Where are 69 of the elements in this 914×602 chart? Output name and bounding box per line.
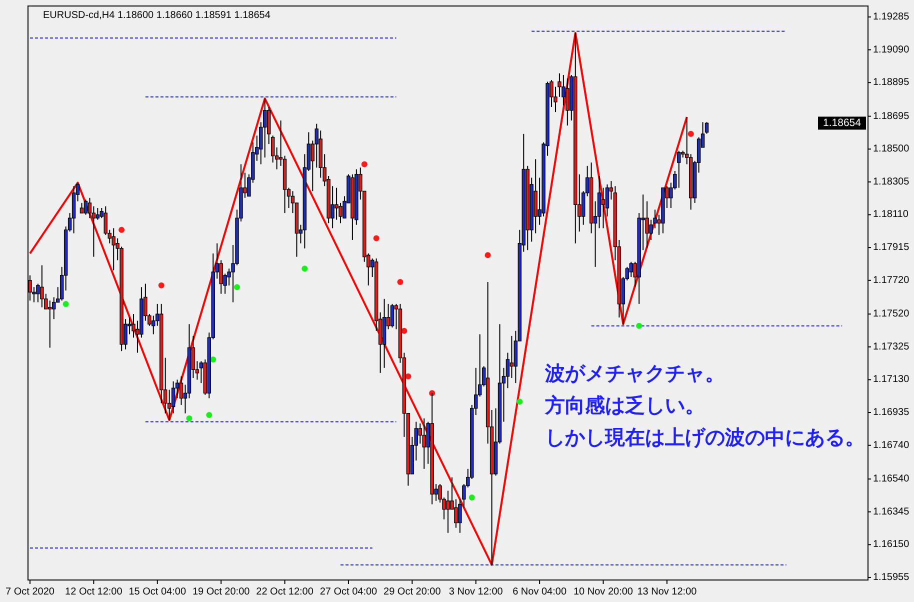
point xyxy=(62,300,69,307)
x-tick-label: 15 Oct 04:00 xyxy=(128,586,186,598)
x-tick-label: 27 Oct 04:00 xyxy=(320,586,378,598)
x-tick-label: 7 Oct 2020 xyxy=(6,586,55,598)
point xyxy=(206,412,212,418)
line-series xyxy=(28,32,688,566)
candlestick xyxy=(454,498,458,528)
annotation: 1.18654 xyxy=(823,117,862,130)
candlestick xyxy=(84,199,88,216)
point xyxy=(234,284,240,290)
candlestick xyxy=(96,207,100,220)
y-tick-label: 1.19090 xyxy=(873,44,910,56)
y-tick-label: 1.16740 xyxy=(873,440,910,451)
candlestick xyxy=(92,206,96,258)
y-tick-label: 1.18695 xyxy=(873,110,910,122)
y-tick-label: 1.16150 xyxy=(873,539,910,550)
candlestick xyxy=(112,228,116,271)
x-tick-label: 19 Oct 20:00 xyxy=(192,586,250,598)
candlestick xyxy=(566,78,570,126)
point xyxy=(361,161,368,168)
point xyxy=(468,494,475,501)
point xyxy=(186,415,192,422)
y-tick-label: 1.18110 xyxy=(873,209,909,220)
y-tick-label: 1.17915 xyxy=(873,242,910,254)
candlestick xyxy=(80,202,84,214)
point xyxy=(397,279,404,286)
y-tick-label: 1.19285 xyxy=(873,11,910,22)
y-tick-label: 1.17130 xyxy=(873,374,910,386)
candlestick xyxy=(510,335,514,379)
candlestick xyxy=(48,300,52,348)
point xyxy=(158,282,164,288)
y-tick-label: 1.15955 xyxy=(873,572,910,583)
point xyxy=(484,252,491,258)
y-tick-label: 1.16345 xyxy=(873,506,910,518)
y-tick-label: 1.18305 xyxy=(873,176,910,188)
point xyxy=(302,266,308,272)
annotation: 波がメチャクチャ。 xyxy=(544,363,725,385)
y-tick-label: 1.18500 xyxy=(873,144,910,155)
candlestick xyxy=(601,187,606,229)
y-tick-label: 1.17520 xyxy=(873,308,910,320)
chart-title: EURUSD-cd,H4 1.18600 1.18660 1.18591 1.18654 xyxy=(43,10,271,21)
y-tick-label: 1.18895 xyxy=(873,77,910,88)
y-tick-label: 1.16935 xyxy=(873,407,910,418)
candlestick xyxy=(704,122,709,134)
point xyxy=(636,322,642,329)
y-tick-label: 1.16540 xyxy=(873,474,910,485)
point xyxy=(373,235,380,242)
x-tick-label: 6 Nov 04:00 xyxy=(512,586,567,598)
point xyxy=(688,130,694,137)
candlestick xyxy=(629,261,633,278)
point xyxy=(118,226,125,233)
annotation: 方向感は乏しい。 xyxy=(544,394,705,417)
x-tick-label: 12 Oct 12:00 xyxy=(65,586,123,598)
candlestick xyxy=(334,187,338,220)
x-tick-label: 10 Nov 20:00 xyxy=(574,586,634,598)
candlestick xyxy=(446,490,450,534)
x-tick-label: 22 Oct 12:00 xyxy=(256,586,314,598)
y-tick-label: 1.17325 xyxy=(873,341,910,352)
x-tick-label: 13 Nov 12:00 xyxy=(637,586,698,598)
y-tick-label: 1.17720 xyxy=(873,274,910,286)
candlestick xyxy=(677,150,681,188)
candlestick xyxy=(390,303,394,328)
x-tick-label: 29 Oct 20:00 xyxy=(384,586,442,598)
point xyxy=(516,398,523,405)
candlestick xyxy=(422,418,426,470)
x-tick-label: 3 Nov 12:00 xyxy=(448,586,504,598)
candlestick xyxy=(40,264,44,308)
candlestick xyxy=(179,376,184,406)
annotation: しかし現在は上げの波の中にある。 xyxy=(545,427,865,449)
